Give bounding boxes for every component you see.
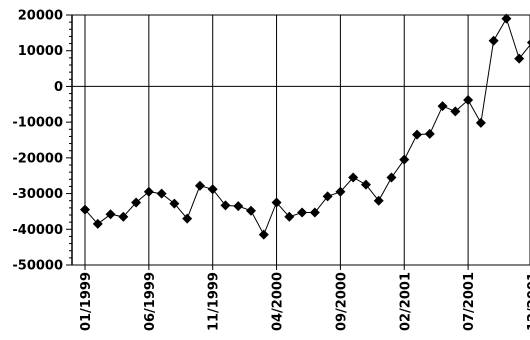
axes [66,14,469,270]
data-point [437,101,448,112]
data-point [118,211,129,222]
data-point [169,198,180,209]
data-point [284,211,295,222]
data-point [399,154,410,165]
data-point [220,200,231,211]
x-tick-label: 12/2001 [526,272,530,331]
y-tick-label: -30000 [12,187,63,202]
data-point [131,197,142,208]
data-point [412,129,423,140]
plot-frame [71,14,530,266]
data-point [463,95,474,105]
data-point [501,13,512,24]
data-point [156,188,167,199]
data-point [373,195,384,206]
y-tick-label: -40000 [12,223,63,238]
y-tick-label: 20000 [18,9,63,24]
data-point [258,229,269,240]
data-point [335,186,346,197]
series [80,13,530,240]
data-point [386,172,397,183]
data-point [143,186,154,197]
data-point [360,179,371,190]
x-tick-label: 02/2001 [398,272,413,331]
plot-area [71,14,530,266]
y-tick-label: -20000 [12,151,63,166]
data-point [271,197,282,208]
data-point [322,191,333,202]
y-tick-labels: 20000 10000 0 -10000 -20000 -30000 -40000 -5000… [12,9,63,274]
data-point [450,106,461,117]
x-tick-label: 07/2001 [462,272,477,331]
data-point [246,205,257,216]
data-point [488,35,499,46]
data-point [92,218,103,229]
data-point [348,172,359,183]
data-point [424,128,435,139]
grid-lines [72,15,530,265]
data-point [475,117,486,128]
data-point [194,180,205,191]
x-tick-label: 11/1999 [207,272,222,331]
x-tick-label: 01/1999 [79,272,94,331]
data-point [80,204,90,215]
data-point [207,184,218,195]
series-line [84,17,530,236]
data-point [526,39,530,46]
y-tick-label: 0 [54,80,63,95]
y-tick-label: 10000 [18,44,63,59]
x-tick-label: 04/2000 [271,272,286,331]
data-point [297,207,308,218]
x-tick-labels: 01/1999 06/1999 11/1999 04/2000 09/2000 02/20… [79,272,530,331]
y-tick-label: -50000 [12,259,63,274]
data-point [514,53,525,64]
x-tick-label: 09/2000 [334,272,349,331]
data-point [182,213,193,224]
y-tick-label: -10000 [12,116,63,131]
data-point [105,209,116,220]
x-tick-label: 06/1999 [143,272,158,331]
data-point [309,207,320,218]
data-point [233,201,244,212]
